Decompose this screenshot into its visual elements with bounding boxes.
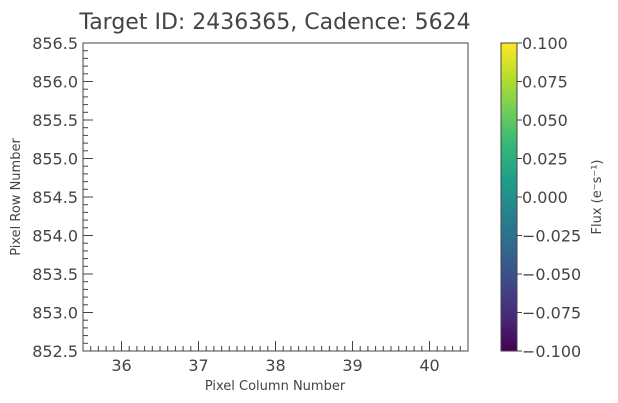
colorbar-tick-label: 0.100 [522,34,568,53]
colorbar-tick-label: −0.075 [522,304,581,323]
y-tick-label: 856.5 [32,34,78,53]
colorbar-tick-label: 0.025 [522,150,568,169]
x-tick-label: 40 [419,356,439,375]
y-tick-label: 853.0 [32,304,78,323]
x-tick-label: 36 [111,356,131,375]
y-tick-label: 853.5 [32,265,78,284]
y-axis-label: Pixel Row Number [9,138,24,256]
colorbar [500,42,518,352]
colorbar-tick-label: 0.075 [522,73,568,92]
colorbar-tick-label: −0.050 [522,265,581,284]
colorbar-tick-label: 0.050 [522,111,568,130]
y-tick-label: 856.0 [32,73,78,92]
colorbar-tick-label: 0.000 [522,188,568,207]
x-axis-label: Pixel Column Number [205,379,346,394]
y-tick-label: 855.0 [32,150,78,169]
y-tick-label: 852.5 [32,342,78,361]
colorbar-tick-label: −0.025 [522,227,581,246]
y-tick-label: 854.0 [32,227,78,246]
colorbar-axis: −0.100 −0.075 −0.050 −0.025 0.000 0.025 0.050 0… [517,34,581,361]
x-tick-label: 38 [265,356,285,375]
colorbar-label: Flux (e⁻s⁻¹) [590,159,605,234]
y-tick-label: 854.5 [32,188,78,207]
x-tick-label: 39 [342,356,362,375]
colorbar-tick-label: −0.100 [522,342,581,361]
plot-area [82,42,469,352]
x-tick-label: 37 [188,356,208,375]
y-axis: 852.5 853.0 853.5 854.0 854.5 855.0 855.5 856.0… [32,34,93,361]
x-axis: 36 37 38 39 40 [90,341,461,375]
chart-title: Target ID: 2436365, Cadence: 5624 [78,10,470,35]
y-tick-label: 855.5 [32,111,78,130]
